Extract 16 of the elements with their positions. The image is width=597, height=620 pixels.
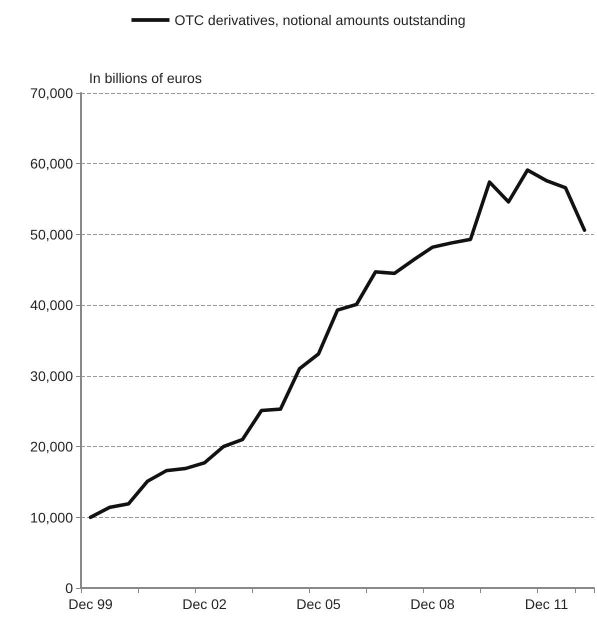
y-tick-label: 60,000 bbox=[30, 156, 74, 172]
x-tick-label: Dec 05 bbox=[296, 596, 341, 612]
x-tick-label: Dec 02 bbox=[182, 596, 227, 612]
y-axis-title: In billions of euros bbox=[89, 70, 202, 86]
x-tick-label: Dec 99 bbox=[68, 596, 113, 612]
y-tick-label: 70,000 bbox=[30, 85, 74, 101]
y-tick-label: 20,000 bbox=[30, 438, 74, 455]
legend-label: OTC derivatives, notional amounts outstanding bbox=[174, 12, 466, 28]
y-tick-label: 40,000 bbox=[30, 297, 74, 314]
y-tick-label: 0 bbox=[65, 580, 74, 596]
line-series bbox=[88, 168, 586, 520]
y-tick-label: 10,000 bbox=[30, 509, 74, 526]
x-tick-label: Dec 08 bbox=[410, 596, 455, 612]
y-tick-label: 30,000 bbox=[30, 368, 74, 384]
x-tick-label: Dec 11 bbox=[524, 596, 568, 612]
y-tick-label: 50,000 bbox=[30, 226, 74, 242]
